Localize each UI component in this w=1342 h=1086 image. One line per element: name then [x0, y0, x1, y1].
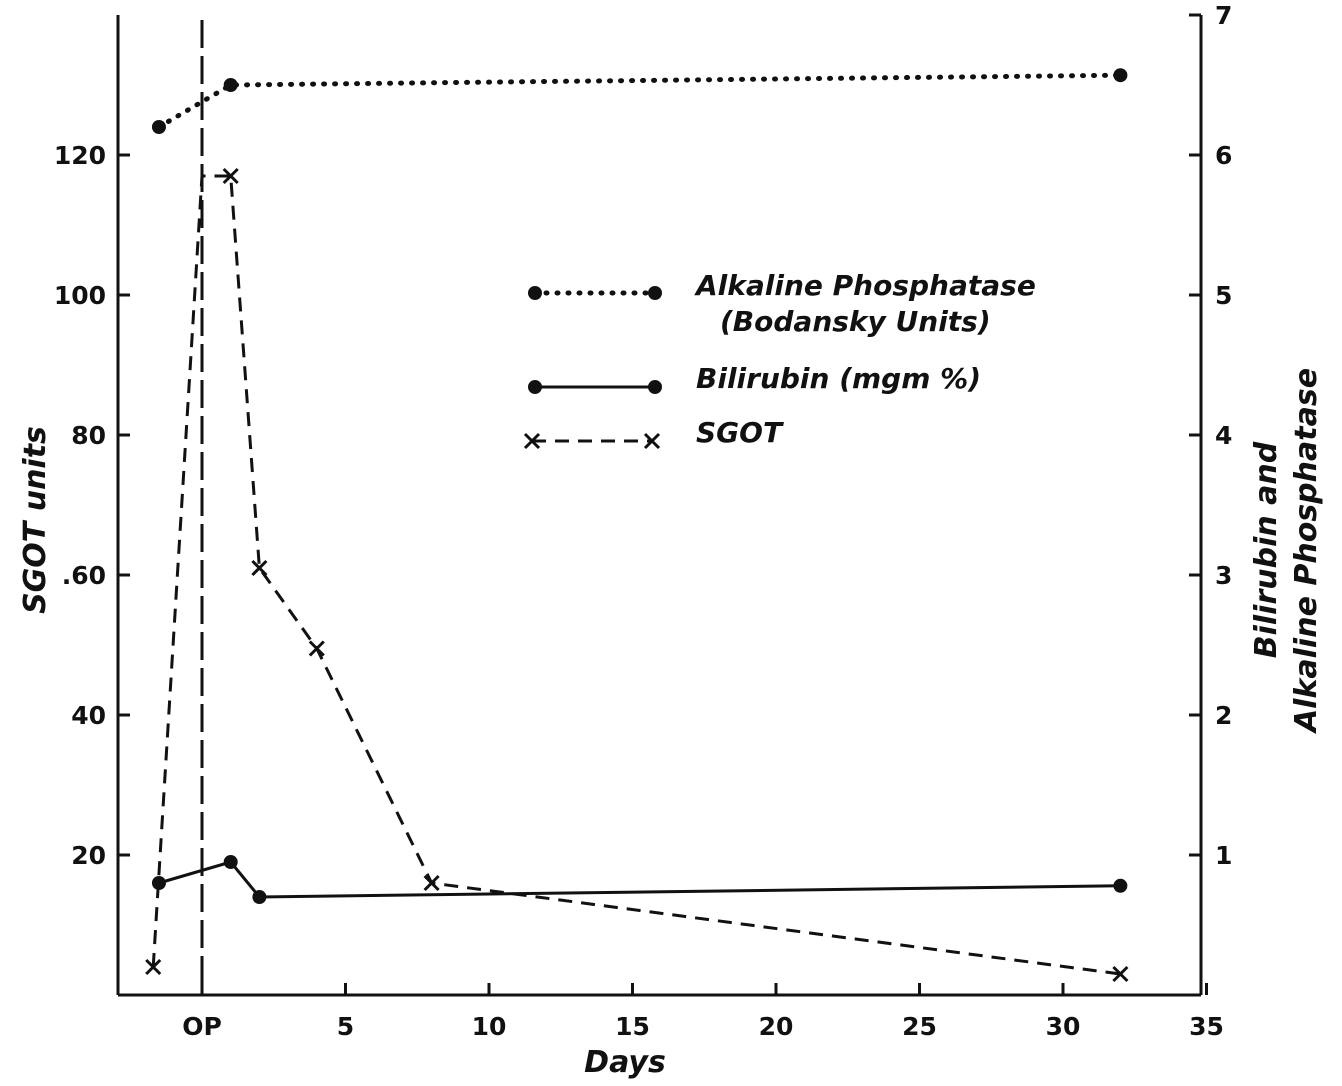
legend-sgot-x-left	[523, 432, 541, 450]
x-tick-label: 30	[1046, 1012, 1081, 1041]
y-left-axis-title: SGOT units	[18, 426, 53, 614]
series-0-point	[151, 120, 166, 134]
y-right-tick-label: 7	[1215, 1, 1232, 30]
y-right-tick-label: 5	[1215, 281, 1232, 310]
y-left-tick-label: 100	[54, 281, 106, 310]
series-2-point	[222, 167, 239, 185]
series-line-1	[158, 860, 1121, 899]
legend-alk-dot-left	[528, 286, 542, 300]
legend-sgot-x-right	[643, 432, 661, 450]
series-2-point	[1112, 965, 1129, 983]
y-left-tick-label: 40	[71, 701, 106, 730]
y-right-tick-label: 6	[1215, 141, 1232, 170]
y-right-axis-title-line2: Alkaline Phosphatase	[1289, 368, 1324, 734]
x-tick-label: 10	[472, 1012, 507, 1041]
plot-area: OP 5 10 15 20 25 30 35 20 40 .60 80 100 120 1 2 3 4 5 6 7	[54, 1, 1233, 1041]
y-left-tick-label: .60	[62, 561, 106, 590]
x-tick-label: 15	[615, 1012, 650, 1041]
y-right-tick-label: 1	[1215, 841, 1232, 870]
series-2-point	[308, 640, 325, 657]
x-tick-label: 5	[337, 1012, 354, 1041]
legend-bili-dot-left	[528, 380, 542, 394]
x-tick-label: OP	[182, 1012, 222, 1041]
legend-bili-label: Bilirubin (mgm %)	[696, 362, 981, 395]
series-1-point	[223, 855, 238, 869]
series-line-0	[156, 72, 1123, 130]
x-tick-label: 20	[759, 1012, 794, 1041]
series-2-point	[145, 958, 162, 976]
x-tick-label: 35	[1189, 1012, 1224, 1041]
y-left-tick-label: 20	[71, 841, 106, 870]
series-1-point	[252, 890, 267, 904]
y-right-tick-label: 2	[1215, 701, 1232, 730]
y-right-tick-label: 4	[1215, 421, 1232, 450]
y-left-tick-label: 80	[71, 421, 106, 450]
y-left-tick-label: 120	[54, 141, 106, 170]
series-layer	[145, 68, 1129, 983]
legend: Alkaline Phosphatase (Bodansky Units) Bi…	[523, 269, 1036, 450]
series-0-point	[1113, 68, 1128, 83]
y-right-axis-title-line1: Bilirubin and	[1249, 441, 1284, 658]
legend-alk-label-line2: (Bodansky Units)	[720, 305, 991, 338]
x-axis-title: Days	[584, 1045, 666, 1080]
legend-alk-label: Alkaline Phosphatase	[694, 269, 1036, 302]
legend-bili-dot-right	[648, 380, 662, 394]
series-0-point	[223, 78, 238, 92]
legend-alk-dot-right	[648, 286, 662, 300]
series-2-point	[423, 874, 440, 892]
series-1-point	[1113, 878, 1128, 893]
y-right-tick-label: 3	[1215, 561, 1232, 590]
legend-sgot-label: SGOT	[696, 416, 784, 449]
series-2-point	[251, 559, 268, 577]
x-tick-label: 25	[902, 1012, 937, 1041]
series-1-point	[151, 876, 166, 890]
ticks: OP 5 10 15 20 25 30 35 20 40 .60 80 100 120 1 2 3 4 5 6 7	[54, 1, 1233, 1041]
